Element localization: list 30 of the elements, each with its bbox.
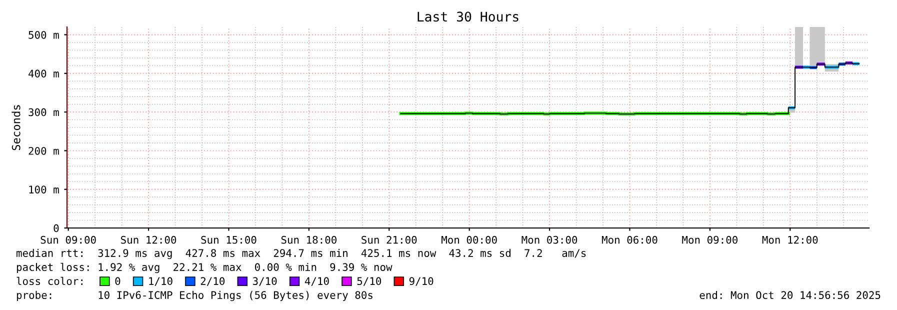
- legend-label: 0: [115, 277, 120, 286]
- x-tick-label: Sun 12:00: [121, 236, 176, 244]
- x-tick-label: Sun 21:00: [362, 236, 417, 244]
- x-tick-label: Mon 09:00: [682, 236, 738, 244]
- y-tick-label: 400 m: [28, 70, 59, 78]
- y-tick-label: 300 m: [28, 108, 59, 116]
- x-tick-label: Sun 15:00: [201, 236, 256, 244]
- legend-label: 4/10: [304, 277, 329, 286]
- chart-title: Last 30 Hours: [418, 12, 518, 22]
- legend-label: 9/10: [409, 277, 434, 286]
- x-tick-label: Mon 00:00: [442, 236, 497, 244]
- legend-label: 3/10: [252, 277, 277, 286]
- text: median rtt: 312.9 ms avg 427.8 ms max 294.7 ms min 425.1 ms now 43.2 ms sd 7.2 am/s: [16, 248, 586, 260]
- legend-label: 1/10: [149, 277, 172, 286]
- text: end: Mon Oct 20 14:56:56 2025: [700, 290, 880, 300]
- y-tick-label: 200 m: [28, 146, 59, 155]
- x-tick-label: Sun 18:00: [281, 236, 336, 244]
- x-tick-label: Mon 06:00: [602, 236, 658, 244]
- legend-label: 2/10: [200, 277, 225, 286]
- y-tick-label: 100 m: [29, 186, 59, 194]
- text: packet loss: 1.92 % avg 22.21 % max 0.00 % min 9.39 % now: [16, 262, 392, 274]
- y-tick-label: 0: [54, 224, 59, 232]
- legend-label: 5/10: [357, 277, 382, 286]
- x-tick-label: Mon 12:00: [762, 236, 818, 244]
- text: probe: 10 IPv6-ICMP Echo Pings (56 Bytes) every 80s: [16, 290, 372, 302]
- y-axis-title: Seconds: [12, 105, 20, 150]
- y-tick-label: 500 m: [28, 30, 59, 39]
- legend-title: loss color:: [16, 276, 82, 286]
- x-tick-label: Mon 03:00: [522, 236, 578, 244]
- x-tick-label: Sun 09:00: [40, 236, 96, 244]
